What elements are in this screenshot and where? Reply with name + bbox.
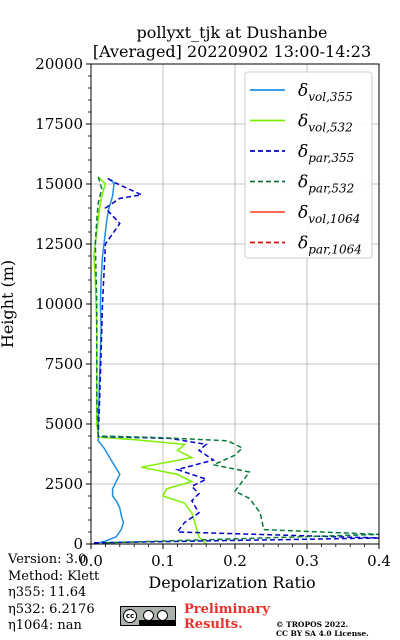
legend-subscript: vol,532 (308, 121, 353, 135)
legend-label-par532: δpar,532 (298, 173, 354, 196)
y-tick-label: 20000 (35, 55, 83, 73)
legend-subscript: vol,355 (308, 90, 353, 104)
legend-label-par355: δpar,355 (298, 142, 354, 165)
legend-symbol: δ (298, 203, 308, 223)
y-tick-label: 12500 (35, 235, 83, 253)
chart-title-line1: pollyxt_tjk at Dushanbe (136, 23, 327, 42)
y-tick-label: 7500 (45, 355, 83, 373)
y-tick-label: 2500 (45, 475, 83, 493)
y-tick-label: 15000 (35, 175, 83, 193)
x-tick-label: 0.2 (223, 552, 247, 570)
series-line-par532 (94, 176, 380, 544)
badge-bar (139, 620, 175, 625)
retrieval-info: Version: 3.0 Method: Klett η355: 11.64 η… (8, 552, 99, 635)
legend-subscript: par,355 (308, 151, 354, 165)
cc-by-sa-icon: cc (120, 606, 176, 626)
preliminary-line1: Preliminary (184, 602, 270, 617)
preliminary-line2: Results. (184, 617, 243, 632)
y-axis-label: Height (m) (0, 260, 17, 348)
x-tick-label: 0.0 (79, 552, 103, 570)
legend-symbol: δ (298, 112, 308, 132)
legend-label-vol532: δvol,532 (298, 112, 353, 135)
legend-subscript: par,1064 (308, 243, 362, 257)
legend-symbol: δ (298, 173, 308, 193)
method-text: Method: Klett (8, 568, 100, 584)
eta1064-text: η1064: nan (8, 618, 82, 633)
legend-symbol: δ (298, 81, 308, 101)
y-tick-label: 10000 (35, 295, 83, 313)
series-line-vol355 (93, 178, 125, 545)
series-layer (93, 176, 380, 545)
axis-ticks: 0 2500 5000 7500 10000 12500 15000 17500 20000 0.… (35, 55, 391, 570)
legend-symbol: δ (298, 234, 308, 254)
x-axis-label: Depolarization Ratio (148, 573, 315, 592)
legend-label-vol355: δvol,355 (298, 81, 353, 104)
chart-title-line2: [Averaged] 20220902 13:00-14:23 (93, 42, 371, 61)
y-tick-label: 17500 (35, 115, 83, 133)
license-note: © TROPOS 2022. CC BY SA 4.0 License. (276, 620, 369, 638)
depolarization-chart: 0 2500 5000 7500 10000 12500 15000 17500 20000 0.… (0, 23, 391, 592)
license-line1: © TROPOS 2022. (276, 620, 349, 629)
cc-circle-icon: cc (123, 609, 137, 623)
x-tick-label: 0.3 (295, 552, 319, 570)
legend-subscript: vol,1064 (308, 212, 360, 226)
chart-legend: δvol,355δvol,532δpar,355δpar,532δvol,106… (244, 71, 373, 259)
legend-label-par1064: δpar,1064 (298, 234, 362, 257)
y-tick-label: 5000 (45, 415, 83, 433)
preliminary-results-label: Preliminary Results. (184, 602, 270, 632)
eta355-text: η355: 11.64 (8, 585, 87, 600)
eta532-text: η532: 6.2176 (8, 601, 95, 617)
legend-label-vol1064: δvol,1064 (298, 203, 360, 226)
legend-subscript: par,532 (308, 182, 354, 196)
version-text: Version: 3.0 (8, 552, 87, 567)
x-tick-label: 0.1 (151, 552, 175, 570)
x-tick-label: 0.4 (367, 552, 391, 570)
license-line2: CC BY SA 4.0 License. (276, 629, 369, 638)
series-line-vol532 (93, 176, 207, 545)
series-line-par355 (93, 176, 380, 544)
y-tick-label: 0 (73, 535, 83, 553)
legend-symbol: δ (298, 142, 308, 162)
